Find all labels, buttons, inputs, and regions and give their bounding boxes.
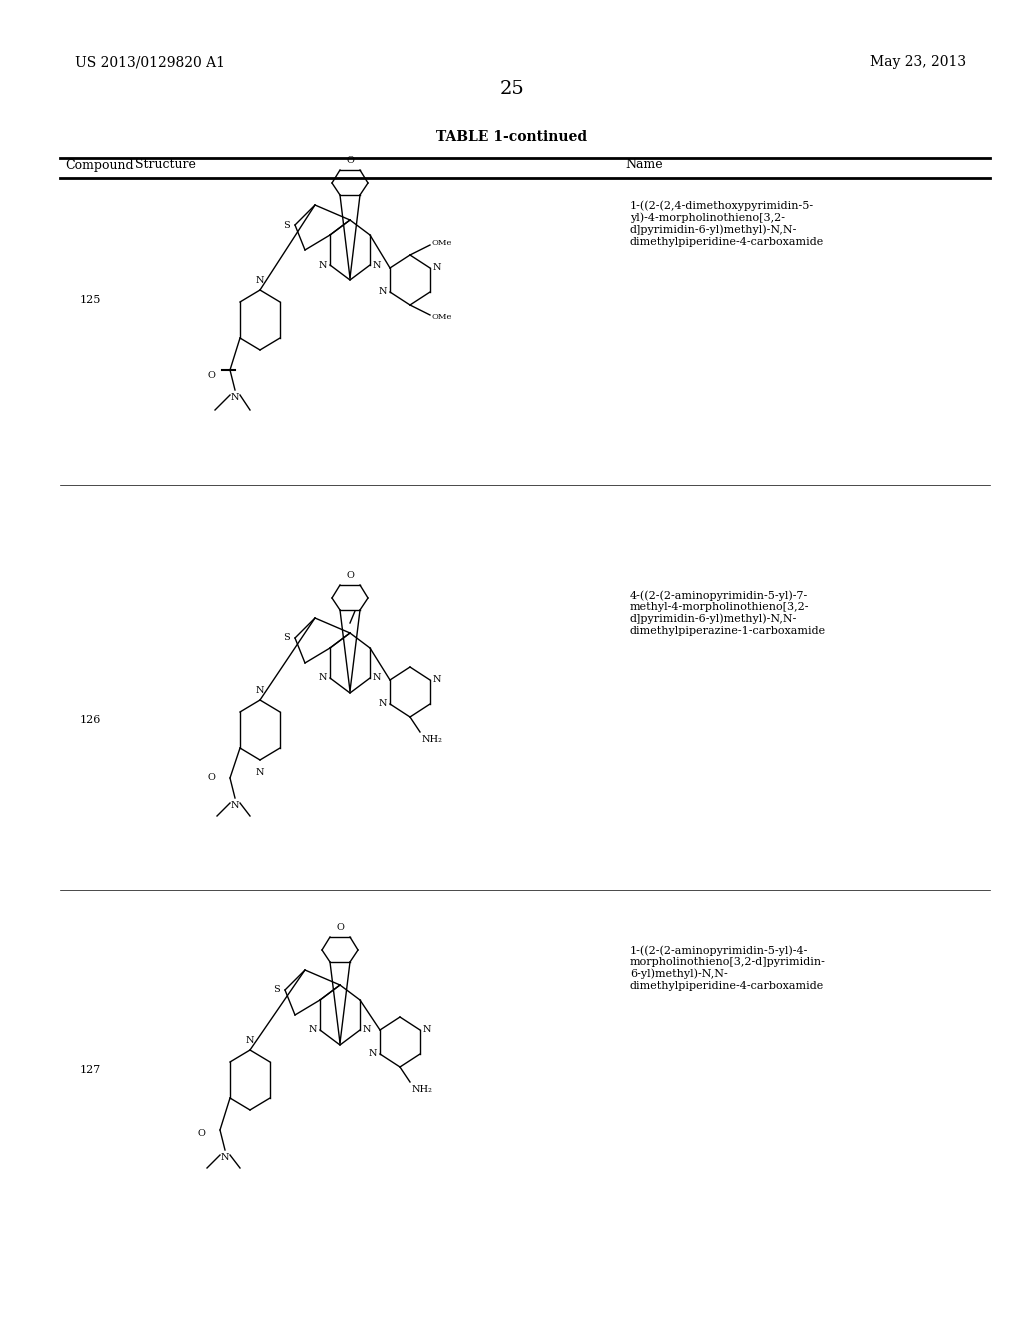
Text: O: O	[207, 774, 215, 783]
Text: 4-((2-(2-aminopyrimidin-5-yl)-7-
methyl-4-morpholinothieno[3,2-
d]pyrimidin-6-yl: 4-((2-(2-aminopyrimidin-5-yl)-7- methyl-…	[630, 590, 826, 636]
Text: 125: 125	[80, 294, 101, 305]
Text: S: S	[273, 986, 280, 994]
Text: 25: 25	[500, 81, 524, 98]
Text: N: N	[256, 686, 264, 696]
Text: N: N	[318, 260, 327, 269]
Text: 127: 127	[80, 1065, 101, 1074]
Text: May 23, 2013: May 23, 2013	[870, 55, 966, 69]
Text: Structure: Structure	[135, 158, 196, 172]
Text: N: N	[308, 1026, 317, 1035]
Text: Compound: Compound	[65, 158, 133, 172]
Text: N: N	[318, 673, 327, 682]
Text: N: N	[379, 700, 387, 709]
Text: O: O	[336, 923, 344, 932]
Text: N: N	[373, 673, 382, 682]
Text: N: N	[246, 1036, 254, 1045]
Text: 1-((2-(2,4-dimethoxypyrimidin-5-
yl)-4-morpholinothieno[3,2-
d]pyrimidin-6-yl)me: 1-((2-(2,4-dimethoxypyrimidin-5- yl)-4-m…	[630, 201, 824, 247]
Text: O: O	[198, 1129, 205, 1138]
Text: O: O	[346, 156, 354, 165]
Text: N: N	[373, 260, 382, 269]
Text: N: N	[433, 676, 441, 685]
Text: S: S	[284, 634, 290, 643]
Text: Name: Name	[625, 158, 663, 172]
Text: OMe: OMe	[432, 313, 453, 321]
Text: US 2013/0129820 A1: US 2013/0129820 A1	[75, 55, 225, 69]
Text: OMe: OMe	[432, 239, 453, 247]
Text: TABLE 1-continued: TABLE 1-continued	[436, 129, 588, 144]
Text: N: N	[256, 276, 264, 285]
Text: N: N	[230, 393, 240, 403]
Text: O: O	[346, 572, 354, 579]
Text: N: N	[256, 768, 264, 777]
Text: NH₂: NH₂	[412, 1085, 433, 1094]
Text: N: N	[230, 801, 240, 810]
Text: 1-((2-(2-aminopyrimidin-5-yl)-4-
morpholinothieno[3,2-d]pyrimidin-
6-yl)methyl)-: 1-((2-(2-aminopyrimidin-5-yl)-4- morphol…	[630, 945, 826, 991]
Text: S: S	[284, 220, 290, 230]
Text: O: O	[207, 371, 215, 380]
Text: N: N	[423, 1026, 431, 1035]
Text: N: N	[433, 264, 441, 272]
Text: NH₂: NH₂	[422, 735, 442, 744]
Text: N: N	[379, 288, 387, 297]
Text: 126: 126	[80, 715, 101, 725]
Text: N: N	[221, 1152, 229, 1162]
Text: N: N	[362, 1026, 372, 1035]
Text: N: N	[369, 1049, 377, 1059]
